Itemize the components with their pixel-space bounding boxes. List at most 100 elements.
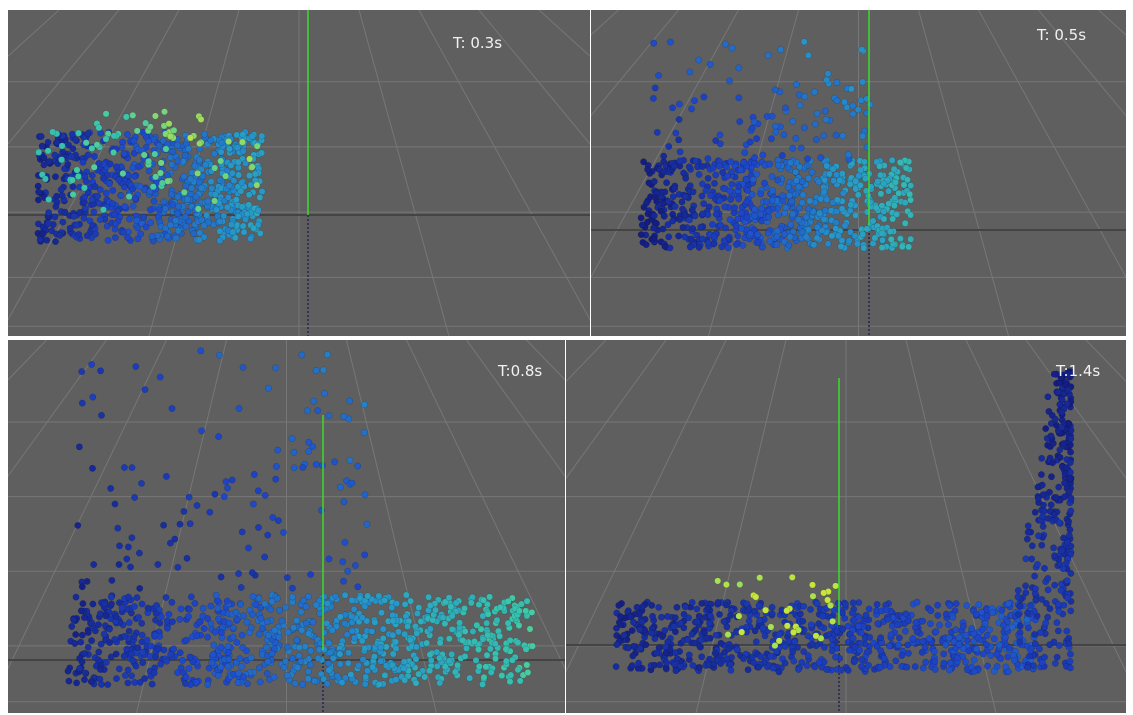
particle [897, 159, 903, 165]
particle [106, 626, 112, 632]
particle [448, 604, 454, 610]
particle [1026, 653, 1032, 659]
particle [166, 611, 172, 617]
particle [826, 171, 832, 177]
particle [74, 167, 80, 173]
particle [831, 178, 837, 184]
particle [163, 473, 169, 479]
particle [79, 400, 85, 406]
particle [332, 459, 338, 465]
particle [129, 464, 135, 470]
particle [1015, 587, 1021, 593]
particle [321, 390, 327, 396]
particle [211, 642, 217, 648]
particle [503, 646, 509, 652]
particle [249, 164, 255, 170]
particle [229, 477, 235, 483]
particle [256, 631, 262, 637]
particle [1051, 553, 1057, 559]
particle [168, 191, 174, 197]
particle [752, 213, 758, 219]
particle [163, 146, 169, 152]
particle [45, 148, 51, 154]
particle [296, 644, 302, 650]
particle [1017, 603, 1023, 609]
particle [1016, 611, 1022, 617]
particle [158, 160, 164, 166]
particle [892, 179, 898, 185]
particle [240, 613, 246, 619]
particle [326, 413, 332, 419]
particle [672, 203, 678, 209]
particle [617, 613, 623, 619]
particle [349, 597, 355, 603]
particle [1043, 620, 1049, 626]
particle [249, 569, 255, 575]
particle [962, 659, 968, 665]
time-label: T:1.4s [1055, 362, 1100, 380]
particle [850, 635, 856, 641]
particle [1031, 573, 1037, 579]
particle [688, 236, 694, 242]
particle [276, 634, 282, 640]
particle [807, 606, 813, 612]
particle [167, 222, 173, 228]
particle [85, 629, 91, 635]
particle [334, 673, 340, 679]
particle [905, 650, 911, 656]
particle [752, 608, 758, 614]
particle [1057, 561, 1063, 567]
particle [768, 653, 774, 659]
particle [156, 206, 162, 212]
particle [152, 654, 158, 660]
particle [321, 646, 327, 652]
particle [790, 211, 796, 217]
particle [735, 233, 741, 239]
particle [662, 189, 668, 195]
particle [274, 595, 280, 601]
particle [186, 494, 192, 500]
particle [235, 172, 241, 178]
particle [273, 476, 279, 482]
particle [69, 131, 75, 137]
particle [776, 669, 782, 675]
particle [355, 662, 361, 668]
particle [292, 680, 298, 686]
particle [866, 606, 872, 612]
particle [157, 170, 163, 176]
particle [766, 208, 772, 214]
particle [198, 116, 204, 122]
particle [529, 609, 535, 615]
particle [968, 664, 974, 670]
particle [225, 138, 231, 144]
particle [207, 509, 213, 515]
particle [1025, 523, 1031, 529]
particle [134, 594, 140, 600]
particle [799, 200, 805, 206]
particle [825, 71, 831, 77]
particle [246, 202, 252, 208]
particle [240, 131, 246, 137]
particle [674, 656, 680, 662]
particle [217, 238, 223, 244]
particle [279, 618, 285, 624]
particle [273, 365, 279, 371]
particle [313, 367, 319, 373]
particle [807, 198, 813, 204]
particle [1033, 597, 1039, 603]
particle [133, 363, 139, 369]
particle [613, 663, 619, 669]
particle [253, 601, 259, 607]
particle [956, 634, 962, 640]
particle [446, 636, 452, 642]
particle [456, 620, 462, 626]
particle [402, 677, 408, 683]
particle [89, 222, 95, 228]
particle [165, 178, 171, 184]
particle [352, 562, 358, 568]
particle [758, 191, 764, 197]
particle [523, 646, 529, 652]
particle [346, 398, 352, 404]
particle [175, 564, 181, 570]
particle [235, 679, 241, 685]
